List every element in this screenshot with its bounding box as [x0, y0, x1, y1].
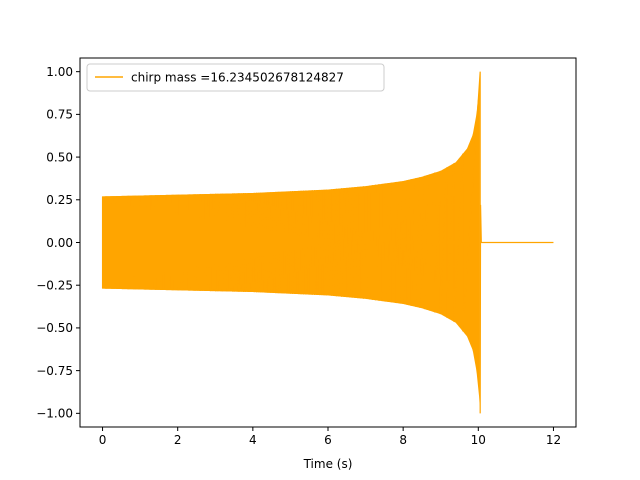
- x-tick-label: 8: [399, 433, 407, 447]
- x-axis-ticks: 0 2 4 6 8 10 12: [99, 427, 561, 447]
- y-tick-label: −0.25: [36, 279, 73, 293]
- y-axis-ticks: −1.00 −0.75 −0.50 −0.25 0.00 0.25 0.50 0.75 1.00: [36, 65, 80, 421]
- x-tick-label: 12: [546, 433, 561, 447]
- y-tick-label: 0.25: [46, 193, 73, 207]
- x-axis-label: Time (s): [303, 457, 353, 471]
- y-tick-label: −0.75: [36, 364, 73, 378]
- y-tick-label: 1.00: [46, 65, 73, 79]
- x-tick-label: 10: [471, 433, 486, 447]
- legend-label: chirp mass =16.234502678124827: [131, 71, 344, 85]
- y-tick-label: 0.00: [46, 236, 73, 250]
- x-tick-label: 4: [249, 433, 257, 447]
- x-tick-label: 6: [324, 433, 332, 447]
- y-tick-label: −1.00: [36, 407, 73, 421]
- signal-layer: [101, 71, 554, 414]
- legend-box: [86, 63, 385, 92]
- x-tick-label: 2: [174, 433, 182, 447]
- x-tick-label: 0: [99, 433, 107, 447]
- y-tick-label: −0.50: [36, 321, 73, 335]
- signal-line: [101, 71, 554, 414]
- legend: chirp mass =16.234502678124827: [86, 63, 385, 92]
- y-tick-label: 0.75: [46, 108, 73, 122]
- y-tick-label: 0.50: [46, 150, 73, 164]
